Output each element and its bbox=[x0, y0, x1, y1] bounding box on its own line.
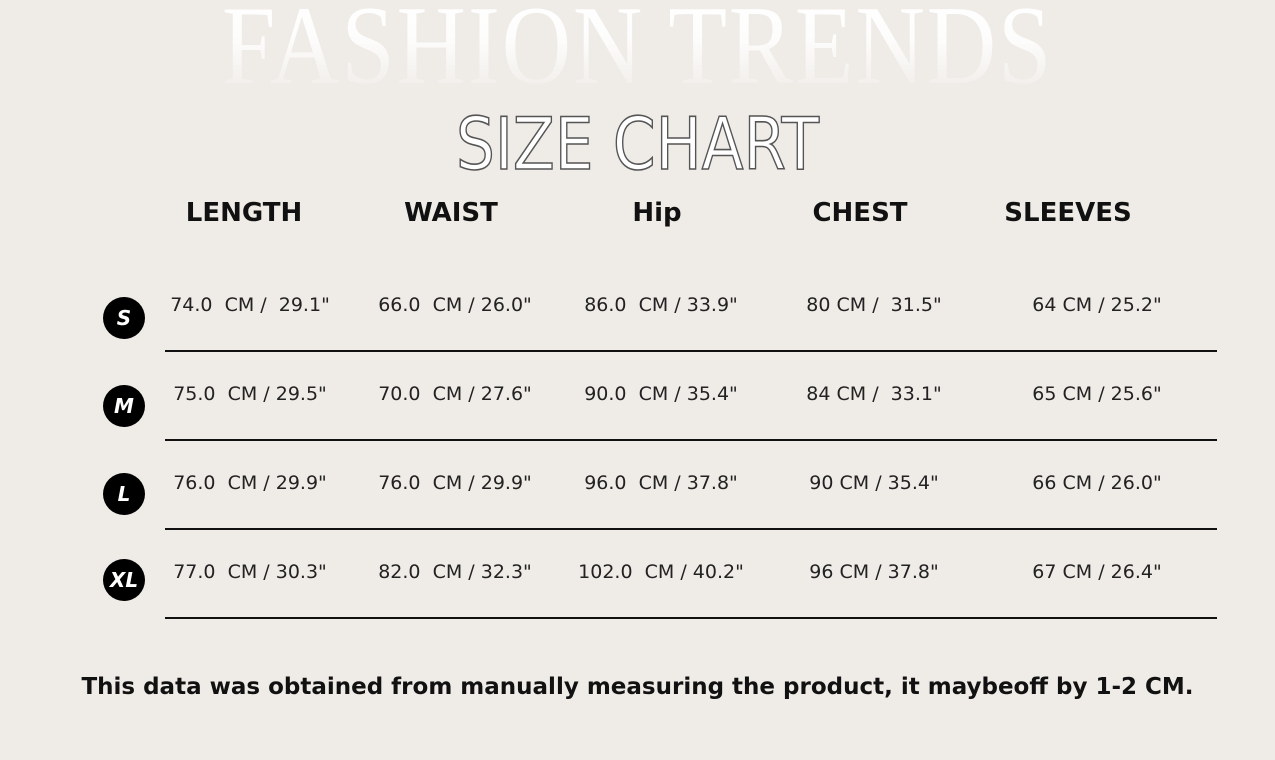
column-header: SLEEVES bbox=[1004, 198, 1132, 228]
table-cell: 66.0 CM / 26.0" bbox=[378, 294, 532, 316]
table-cell: 65 CM / 25.6" bbox=[1032, 383, 1162, 405]
table-cell: 75.0 CM / 29.5" bbox=[173, 383, 327, 405]
table-cell: 102.0 CM / 40.2" bbox=[578, 561, 744, 583]
table-cell: 77.0 CM / 30.3" bbox=[173, 561, 327, 583]
column-header: CHEST bbox=[812, 198, 908, 228]
table-cell: 76.0 CM / 29.9" bbox=[378, 472, 532, 494]
column-header: LENGTH bbox=[185, 198, 303, 228]
size-badge: L bbox=[103, 473, 145, 515]
table-cell: 90.0 CM / 35.4" bbox=[584, 383, 738, 405]
table-cell: 82.0 CM / 32.3" bbox=[378, 561, 532, 583]
table-cell: 96 CM / 37.8" bbox=[809, 561, 939, 583]
row-divider bbox=[165, 350, 1217, 352]
column-header: Hip bbox=[632, 198, 682, 228]
row-divider bbox=[165, 528, 1217, 530]
column-header: WAIST bbox=[404, 198, 498, 228]
table-cell: 84 CM / 33.1" bbox=[806, 383, 942, 405]
table-cell: 67 CM / 26.4" bbox=[1032, 561, 1162, 583]
table-cell: 64 CM / 25.2" bbox=[1032, 294, 1162, 316]
table-cell: 66 CM / 26.0" bbox=[1032, 472, 1162, 494]
table-cell: 76.0 CM / 29.9" bbox=[173, 472, 327, 494]
background-title: FASHION TRENDS bbox=[89, 0, 1186, 98]
size-badge: M bbox=[103, 385, 145, 427]
table-cell: 86.0 CM / 33.9" bbox=[584, 294, 738, 316]
row-divider bbox=[165, 439, 1217, 441]
size-badge: XL bbox=[103, 559, 145, 601]
table-cell: 70.0 CM / 27.6" bbox=[378, 383, 532, 405]
table-cell: 74.0 CM / 29.1" bbox=[170, 294, 330, 316]
size-badge: S bbox=[103, 297, 145, 339]
row-divider bbox=[165, 617, 1217, 619]
table-cell: 80 CM / 31.5" bbox=[806, 294, 942, 316]
measurement-note: This data was obtained from manually mea… bbox=[81, 674, 1194, 700]
page-title: SIZE CHART bbox=[455, 101, 820, 187]
table-cell: 90 CM / 35.4" bbox=[809, 472, 939, 494]
table-cell: 96.0 CM / 37.8" bbox=[584, 472, 738, 494]
